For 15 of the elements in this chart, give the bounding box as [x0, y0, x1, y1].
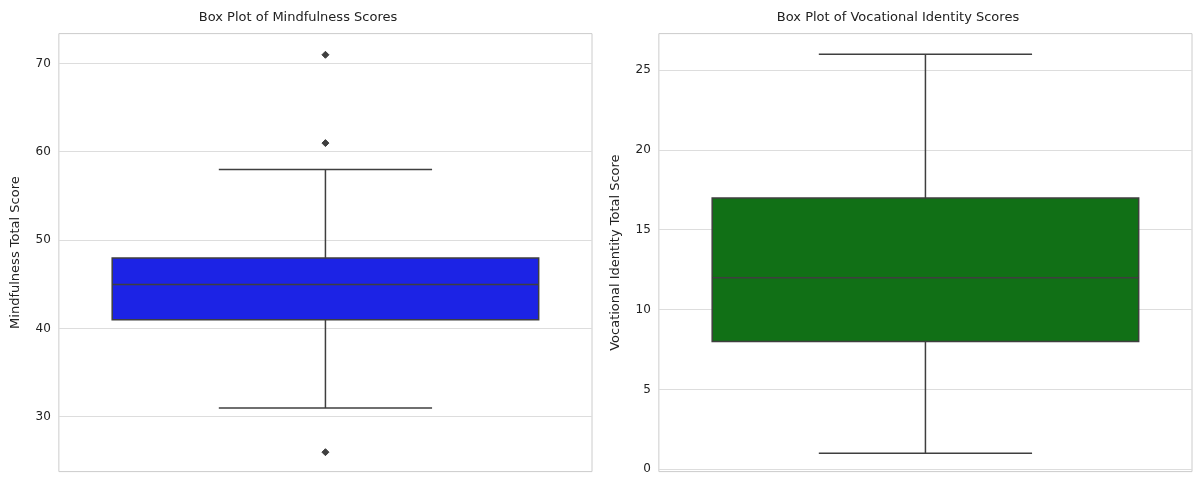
y-tick-label: 0: [643, 461, 651, 476]
y-tick-label: 70: [35, 55, 51, 70]
y-tick-label: 30: [35, 408, 51, 423]
y-axis-title: Mindfulness Total Score: [7, 176, 23, 329]
y-tick-label: 10: [635, 301, 651, 316]
y-tick-label: 60: [35, 144, 51, 159]
y-tick-label: 40: [35, 320, 51, 335]
chart-title: Box Plot of Mindfulness Scores: [198, 9, 398, 25]
chart-title: Box Plot of Vocational Identity Scores: [776, 9, 1020, 25]
y-tick-label: 15: [635, 221, 651, 236]
y-tick-label: 25: [635, 62, 651, 77]
y-tick-label: 50: [35, 232, 51, 247]
y-tick-label: 20: [635, 142, 651, 157]
y-axis-title: Vocational Identity Total Score: [607, 154, 623, 351]
y-tick-label: 5: [643, 381, 651, 396]
